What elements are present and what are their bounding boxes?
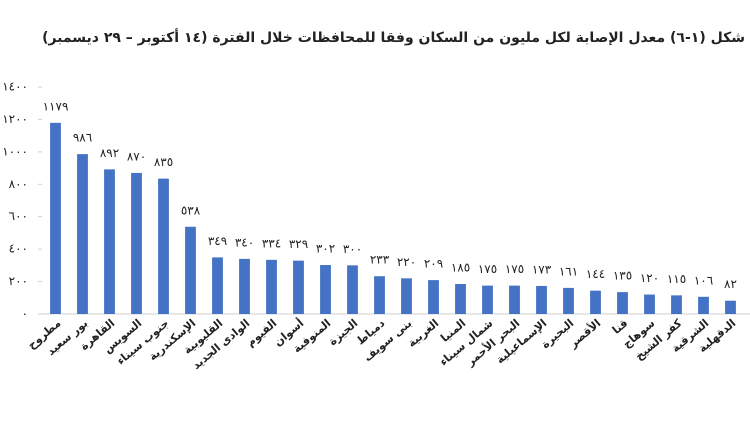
y-tick-label: ٤٠٠ xyxy=(9,242,28,256)
y-tick-label: ٨٠٠ xyxy=(9,177,28,191)
value-label: ١١٧٩ xyxy=(43,99,69,113)
value-label: ١٠٦ xyxy=(694,273,713,287)
y-tick-label: ٦٠٠ xyxy=(9,209,28,223)
bar xyxy=(401,278,412,314)
value-label: ٣٤٠ xyxy=(235,235,254,249)
bar xyxy=(617,292,628,314)
value-label: ١٧٣ xyxy=(532,262,552,276)
bar xyxy=(725,300,736,314)
bar xyxy=(482,285,493,314)
bar xyxy=(347,265,358,314)
x-tick-label: الفيوم xyxy=(244,317,279,350)
value-label: ١٨٥ xyxy=(451,261,470,275)
bar xyxy=(698,296,709,314)
value-label: ٣٠٠ xyxy=(343,242,362,256)
bar xyxy=(563,287,574,314)
value-label: ١٣٥ xyxy=(613,269,632,283)
y-tick-label: ٢٠٠ xyxy=(9,274,28,288)
bar xyxy=(320,265,331,314)
bar xyxy=(374,276,385,314)
value-label: ٢٠٩ xyxy=(424,257,443,271)
value-label: ٨٢ xyxy=(724,277,737,291)
bar xyxy=(455,284,466,314)
y-tick-label: ١٢٠٠ xyxy=(2,112,28,126)
bar xyxy=(131,172,142,314)
bar xyxy=(212,257,223,314)
value-label: ٢٣٣ xyxy=(370,253,390,267)
bar xyxy=(266,259,277,314)
bar xyxy=(50,122,61,314)
value-label: ٣٣٤ xyxy=(262,236,281,250)
value-label: ١٦١ xyxy=(559,264,578,278)
value-label: ١٧٥ xyxy=(505,262,524,276)
x-tick-label: الغربية xyxy=(405,317,441,350)
value-label: ١٧٥ xyxy=(478,262,497,276)
value-label: ١٢٠ xyxy=(640,271,659,285)
bar xyxy=(185,226,196,314)
bar xyxy=(293,260,304,314)
bar xyxy=(239,258,250,314)
bar xyxy=(509,285,520,314)
y-tick-label: ١٤٠٠ xyxy=(2,80,28,94)
value-label: ٣٢٩ xyxy=(289,237,308,251)
y-tick-label: ١٠٠٠ xyxy=(2,144,28,158)
bar xyxy=(428,280,439,314)
value-label: ٥٣٨ xyxy=(181,203,201,217)
bar xyxy=(590,290,601,314)
bar xyxy=(104,169,115,314)
value-label: ٩٨٦ xyxy=(73,131,92,145)
bar xyxy=(644,294,655,314)
bar xyxy=(158,178,169,314)
value-label: ١٤٤ xyxy=(586,267,605,281)
value-label: ٢٢٠ xyxy=(397,255,416,269)
x-tick-label: الجيزة xyxy=(326,317,360,349)
value-label: ٣٠٢ xyxy=(316,242,335,256)
bar xyxy=(77,154,88,314)
y-tick-label: ٠ xyxy=(22,307,28,321)
value-label: ٨٣٥ xyxy=(154,155,173,169)
value-label: ١١٥ xyxy=(667,272,686,286)
value-label: ٨٩٢ xyxy=(100,146,119,160)
value-label: ٨٧٠ xyxy=(127,149,146,163)
bar xyxy=(671,295,682,314)
bar xyxy=(536,285,547,314)
chart-title: شكل (١-٦) معدل الإصابة لكل مليون من السك… xyxy=(42,28,745,46)
value-label: ٣٤٩ xyxy=(208,234,227,248)
